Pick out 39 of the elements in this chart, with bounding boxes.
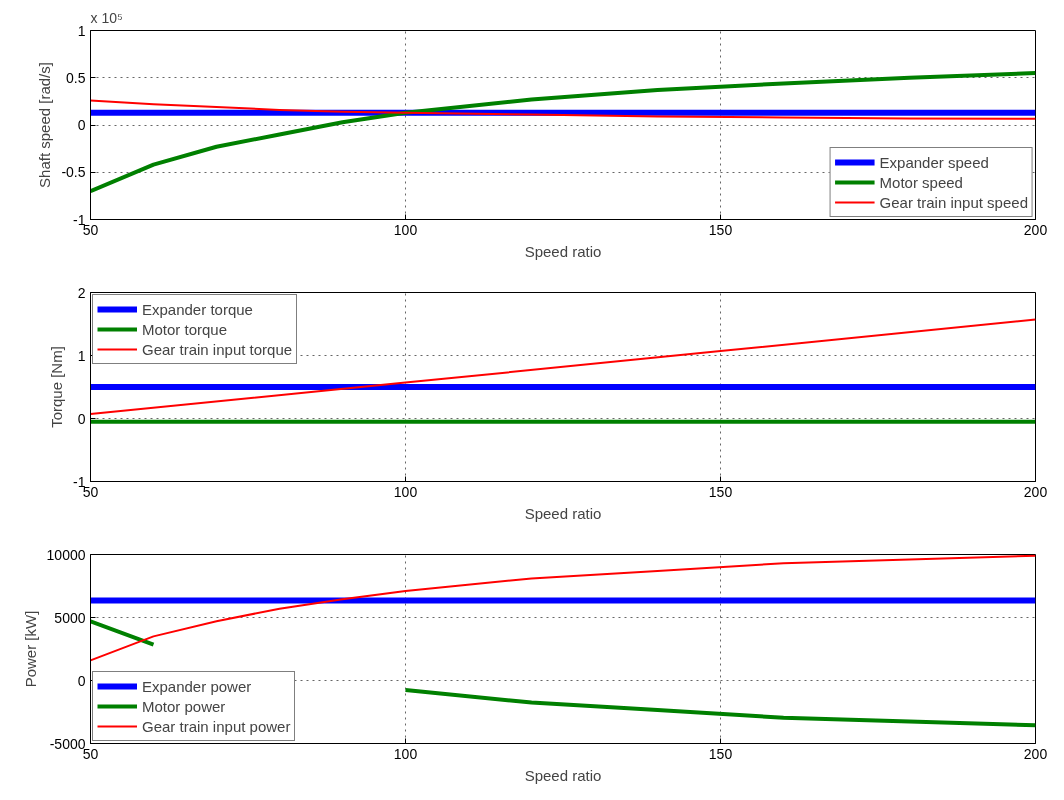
line-series — [90, 99, 1036, 120]
line-series — [90, 554, 1036, 662]
x-tick-label: 100 — [393, 483, 418, 500]
x-tick-label: 100 — [393, 221, 418, 238]
legend-label: Motor torque — [142, 319, 228, 339]
line-series — [90, 71, 1036, 194]
y-axis-title: Shaft speed [rad/s] — [36, 62, 54, 188]
legend-label: Motor speed — [879, 172, 963, 192]
x-axis-title: Speed ratio — [524, 766, 602, 784]
y-axis-title: Power [kW] — [21, 610, 39, 688]
y-tick-label: 10000 — [46, 546, 86, 563]
legend-label: Gear train input power — [142, 716, 291, 736]
x-tick-label: 200 — [1023, 221, 1048, 238]
legend-label: Gear train input speed — [879, 192, 1028, 212]
legend-label: Expander torque — [142, 299, 253, 319]
y-tick-label: 5000 — [54, 609, 86, 626]
legend-label: Gear train input torque — [142, 339, 293, 359]
y-tick-label: 0 — [77, 672, 86, 689]
y-tick-label: 1 — [77, 347, 86, 364]
x-axis-title: Speed ratio — [524, 504, 602, 522]
legend-label: Motor power — [142, 696, 226, 716]
y-tick-label: 2 — [77, 284, 86, 301]
line-series — [90, 318, 1036, 416]
y-tick-label: 1 — [77, 22, 86, 39]
x-tick-label: 150 — [708, 745, 733, 762]
x-tick-label: 100 — [393, 745, 418, 762]
legend-label: Expander power — [142, 676, 252, 696]
y-tick-label: -0.5 — [61, 164, 86, 181]
y-tick-label: 0 — [77, 410, 86, 427]
y-tick-label: 0 — [77, 117, 86, 133]
legend-label: Expander speed — [879, 152, 989, 172]
x-tick-label: 200 — [1023, 745, 1048, 762]
x-tick-label: 200 — [1023, 483, 1048, 500]
x-tick-label: 150 — [708, 221, 733, 238]
y-tick-label: 0.5 — [66, 69, 86, 86]
y-axis-title: Torque [Nm] — [48, 346, 66, 428]
x-tick-label: 150 — [708, 483, 733, 500]
x-axis-title: Speed ratio — [524, 242, 602, 260]
text: x 10⁵ — [90, 9, 123, 26]
